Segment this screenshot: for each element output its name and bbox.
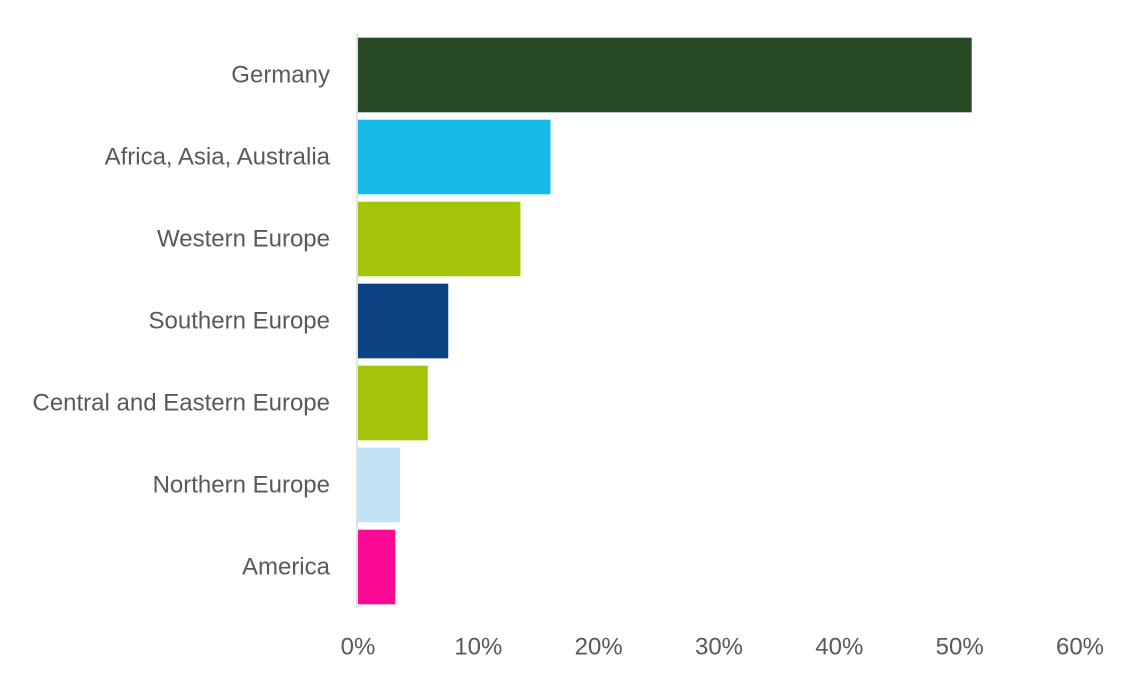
bar-africa-asia-australia xyxy=(358,119,551,195)
x-tick-label: 10% xyxy=(454,634,502,661)
bars-group xyxy=(358,37,972,605)
x-tick-label: 50% xyxy=(936,634,984,661)
x-tick-label: 30% xyxy=(695,634,743,661)
x-tick-label: 20% xyxy=(575,634,623,661)
bar-america xyxy=(358,529,396,605)
category-label-germany: Germany xyxy=(231,62,330,89)
bar-western-europe xyxy=(358,201,521,277)
bar-southern-europe xyxy=(358,283,449,359)
x-tick-label: 40% xyxy=(815,634,863,661)
category-label-western-europe: Western Europe xyxy=(157,226,330,253)
category-label-central-and-eastern-europe: Central and Eastern Europe xyxy=(32,390,330,417)
x-tick-labels-group: 0% 10% 20% 30% 40% 50% 60% xyxy=(341,634,1104,661)
x-tick-label: 60% xyxy=(1056,634,1104,661)
x-tick-label: 0% xyxy=(341,634,376,661)
bar-northern-europe xyxy=(358,447,401,523)
bar-central-and-eastern-europe xyxy=(358,365,428,441)
bar-germany xyxy=(358,37,972,113)
category-label-america: America xyxy=(242,554,331,581)
category-label-africa-asia-australia: Africa, Asia, Australia xyxy=(105,144,331,171)
category-labels-group: Germany Africa, Asia, Australia Western Eu… xyxy=(32,62,330,581)
category-label-southern-europe: Southern Europe xyxy=(149,308,330,335)
category-label-northern-europe: Northern Europe xyxy=(153,472,330,499)
